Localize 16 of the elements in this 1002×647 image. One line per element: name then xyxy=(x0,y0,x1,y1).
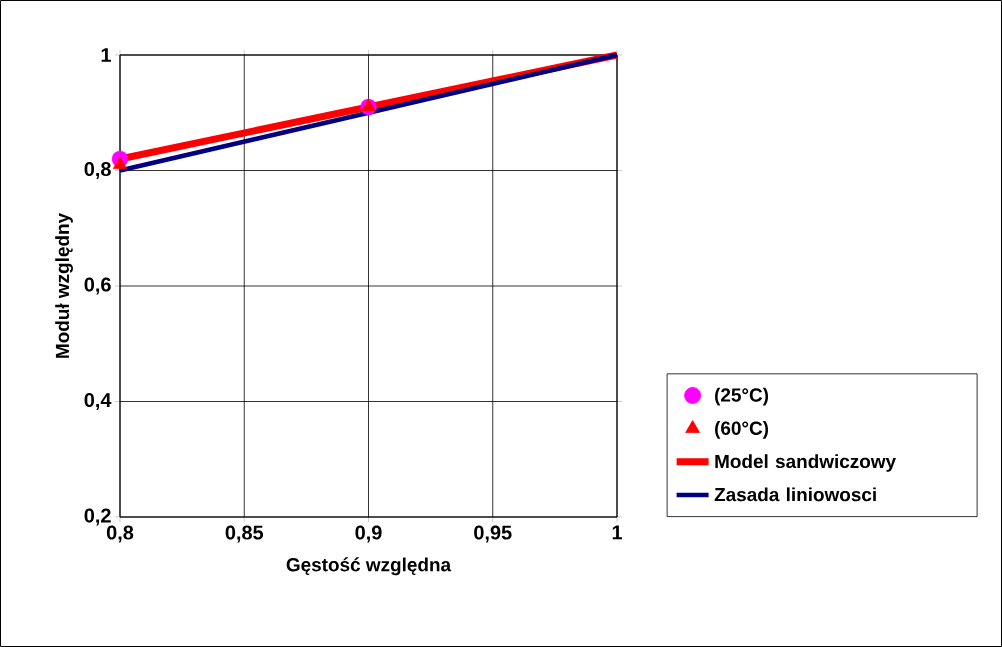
legend-label: Zasada liniowosci xyxy=(714,487,876,502)
legend-label: (60°C) xyxy=(715,421,769,439)
x-tick-label: 0,9 xyxy=(355,525,382,543)
y-tick-label: 0,8 xyxy=(84,162,111,179)
y-tick-label: 0,4 xyxy=(84,393,112,410)
x-tick-label: 0,95 xyxy=(474,525,512,543)
legend-label: Model sandwiczowy xyxy=(715,454,896,472)
y-tick-label: 1 xyxy=(101,48,111,62)
x-tick-label: 0,85 xyxy=(225,525,264,543)
x-axis-title: Gęstość względna xyxy=(286,557,452,576)
y-tick-label: 0,6 xyxy=(84,277,111,295)
legend-label: (25°C) xyxy=(715,387,769,406)
x-tick-label: 1 xyxy=(612,525,622,540)
y-axis-title: Moduł względny xyxy=(55,213,73,358)
y-tick-label: 0,2 xyxy=(84,508,111,526)
x-tick-label: 0,8 xyxy=(106,525,134,543)
